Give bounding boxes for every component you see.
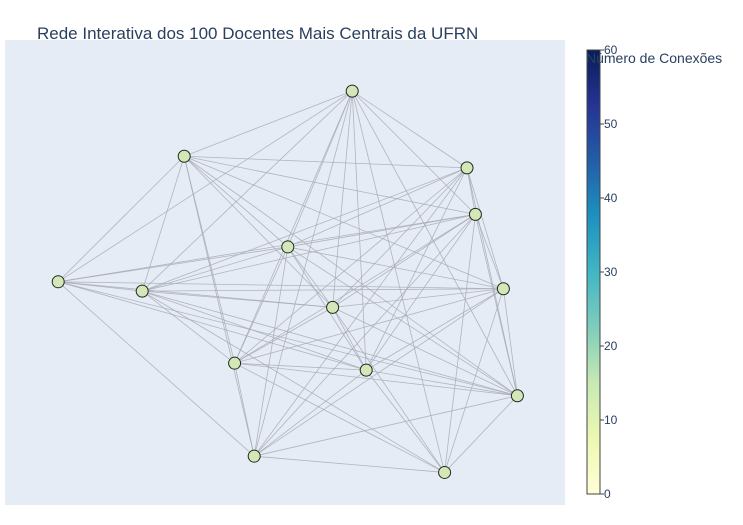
- node-8[interactable]: [326, 300, 340, 314]
- edge-2-9: [234, 167, 468, 364]
- edge-1-8: [183, 155, 333, 308]
- edge-5-7: [58, 281, 504, 290]
- colorbar-tick-label: 60: [604, 43, 618, 57]
- edge-3-11: [475, 214, 518, 396]
- edge-0-2: [351, 90, 468, 169]
- edge-3-13: [444, 214, 476, 473]
- edge-4-11: [287, 246, 518, 397]
- colorbar-tick-label: 30: [604, 265, 618, 279]
- node-0[interactable]: [345, 84, 359, 98]
- edge-4-12: [253, 246, 289, 457]
- edge-1-6: [141, 156, 185, 292]
- node-7[interactable]: [496, 282, 510, 296]
- edge-2-10: [365, 167, 468, 371]
- node-12[interactable]: [247, 449, 261, 463]
- edge-6-8: [142, 290, 333, 308]
- edge-0-12: [253, 91, 353, 457]
- colorbar-tick-label: 40: [604, 191, 618, 205]
- edge-7-13: [444, 288, 504, 473]
- node-4[interactable]: [281, 240, 295, 254]
- edge-1-3: [184, 155, 476, 215]
- edge-8-10: [332, 307, 367, 371]
- edge-3-7: [475, 214, 504, 289]
- node-11[interactable]: [510, 389, 524, 403]
- node-10[interactable]: [359, 363, 373, 377]
- node-6[interactable]: [135, 284, 149, 298]
- edge-9-10: [234, 362, 367, 371]
- edge-1-11: [183, 155, 518, 397]
- edge-5-12: [57, 281, 255, 457]
- edge-1-2: [184, 155, 468, 169]
- edge-1-12: [183, 156, 255, 457]
- edge-6-11: [142, 290, 518, 397]
- edge-1-5: [57, 155, 185, 283]
- node-3[interactable]: [468, 207, 482, 221]
- edge-2-12: [253, 167, 468, 457]
- edge-1-4: [183, 155, 289, 248]
- colorbar-tick-label: 20: [604, 339, 618, 353]
- edge-12-13: [254, 455, 445, 473]
- edge-8-9: [234, 307, 333, 364]
- edge-6-7: [142, 288, 504, 292]
- edge-7-10: [365, 288, 504, 371]
- edge-10-11: [366, 369, 518, 397]
- edge-2-6: [142, 167, 468, 292]
- edge-0-6: [141, 90, 353, 292]
- edge-0-1: [184, 90, 353, 157]
- edge-7-11: [503, 288, 518, 396]
- edge-9-11: [234, 362, 518, 397]
- node-5[interactable]: [51, 275, 65, 289]
- edge-3-10: [365, 214, 476, 371]
- edge-0-3: [351, 90, 476, 215]
- edge-5-10: [58, 281, 367, 371]
- edge-6-9: [141, 290, 235, 364]
- colorbar-tick-label: 0: [604, 487, 611, 501]
- chart-title: Rede Interativa dos 100 Docentes Mais Ce…: [37, 24, 479, 43]
- edge-4-8: [287, 246, 333, 308]
- edge-6-13: [141, 290, 445, 473]
- node-2[interactable]: [460, 161, 474, 175]
- edge-3-9: [234, 214, 476, 364]
- edge-4-9: [234, 246, 289, 364]
- edge-6-10: [142, 290, 367, 371]
- edge-0-10: [351, 91, 367, 371]
- edge-9-12: [234, 363, 255, 457]
- edge-5-11: [58, 281, 518, 397]
- edge-3-5: [58, 213, 476, 283]
- edge-4-7: [287, 246, 504, 290]
- edge-8-11: [332, 307, 518, 397]
- colorbar-tick-label: 10: [604, 413, 618, 427]
- edge-2-7: [466, 167, 504, 289]
- node-13[interactable]: [438, 465, 452, 479]
- edges-layer: [57, 90, 518, 473]
- colorbar-gradient: [586, 49, 601, 495]
- edge-0-8: [332, 91, 353, 308]
- edge-0-11: [351, 90, 518, 396]
- edge-3-6: [142, 213, 476, 292]
- edge-3-12: [253, 214, 476, 457]
- edge-0-5: [57, 90, 353, 283]
- edge-7-8: [332, 288, 504, 308]
- nodes-layer: [51, 84, 524, 479]
- colorbar-tick-label: 50: [604, 117, 618, 131]
- edge-11-12: [254, 395, 518, 457]
- edge-2-8: [332, 167, 468, 308]
- colorbar-title: Número de Conexões: [586, 50, 722, 66]
- node-1[interactable]: [177, 149, 191, 163]
- edge-0-4: [287, 90, 353, 248]
- edge-4-5: [58, 246, 288, 283]
- edge-11-13: [444, 395, 518, 473]
- edge-9-13: [234, 362, 445, 473]
- edge-0-9: [234, 90, 353, 364]
- edge-7-9: [234, 288, 504, 364]
- edge-10-12: [253, 369, 367, 457]
- edge-2-4: [287, 167, 468, 248]
- edge-8-13: [332, 307, 445, 473]
- edge-0-13: [351, 91, 445, 473]
- edge-3-8: [332, 214, 476, 308]
- node-9[interactable]: [228, 356, 242, 370]
